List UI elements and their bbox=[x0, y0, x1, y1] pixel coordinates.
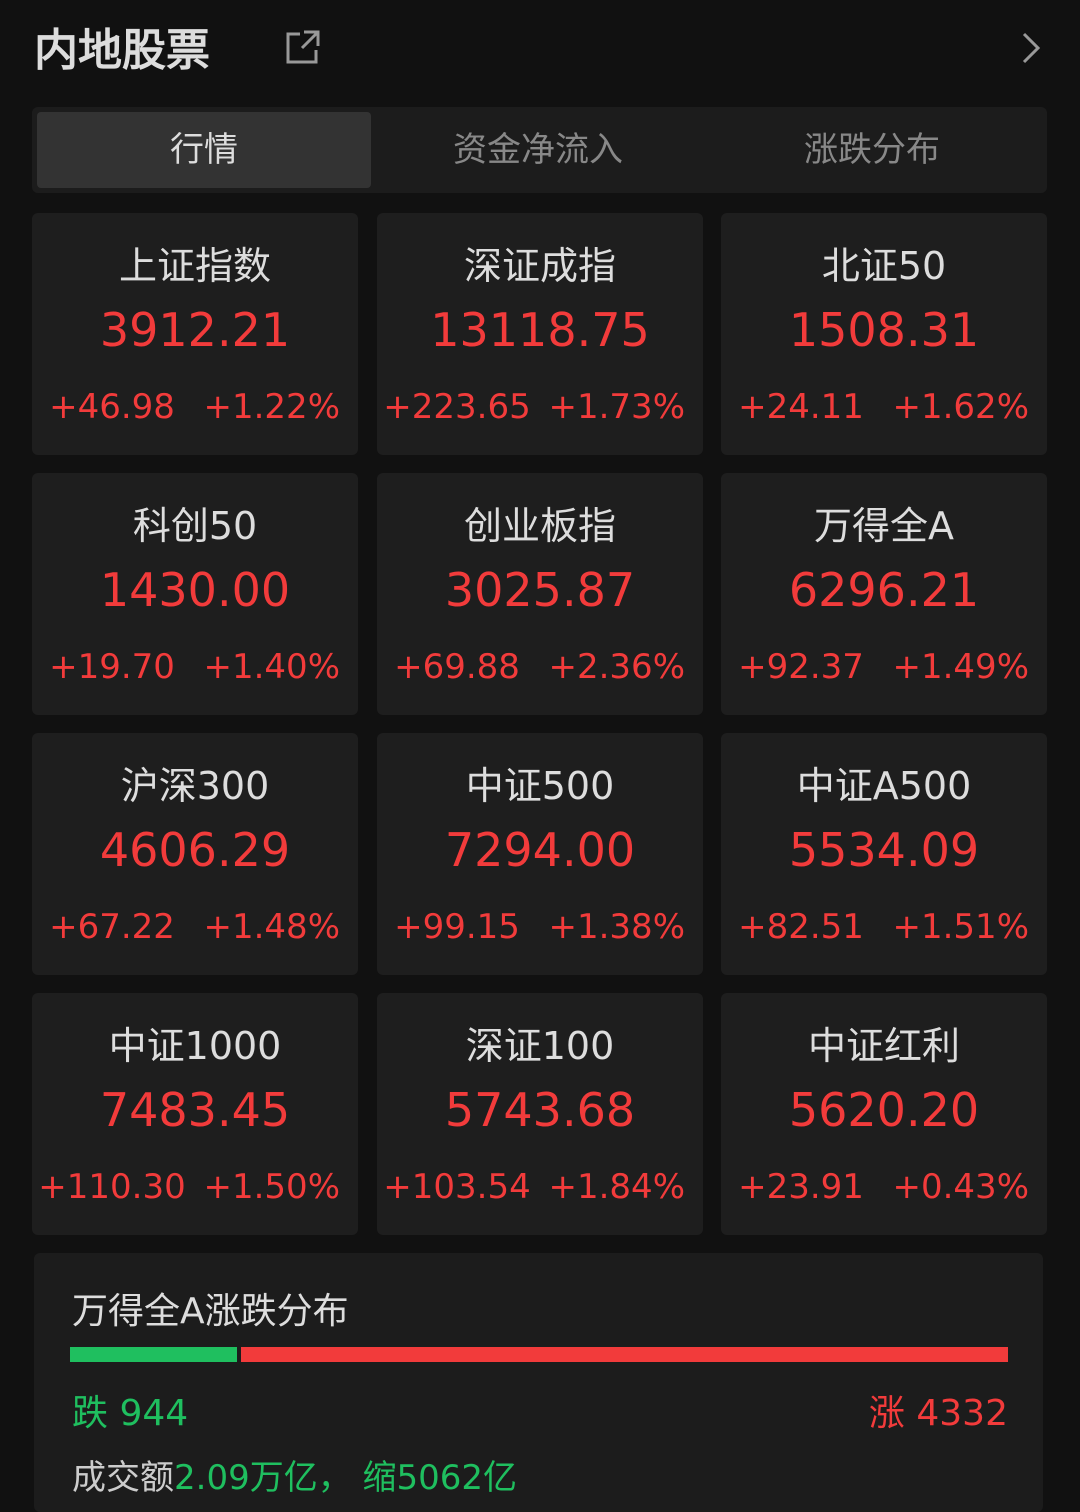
index-name: 中证红利 bbox=[807, 1024, 960, 1068]
index-card[interactable]: 中证500 7294.00 +99.15 +1.38% bbox=[377, 733, 703, 975]
index-name: 上证指数 bbox=[118, 244, 271, 288]
index-pct: +1.48% bbox=[203, 907, 341, 947]
index-change: +19.70 bbox=[49, 647, 175, 687]
index-pct: +1.40% bbox=[203, 647, 341, 687]
header-title: 内地股票 bbox=[34, 25, 210, 76]
index-change: +103.54 bbox=[383, 1167, 531, 1207]
index-change: +92.37 bbox=[738, 647, 864, 687]
index-pct: +1.50% bbox=[203, 1167, 341, 1207]
index-card[interactable]: 科创50 1430.00 +19.70 +1.40% bbox=[32, 473, 358, 715]
index-change: +110.30 bbox=[38, 1167, 186, 1207]
up-bar bbox=[241, 1347, 1008, 1362]
index-value: 3912.21 bbox=[99, 303, 291, 357]
turnover-change: 缩5062亿 bbox=[362, 1458, 518, 1498]
index-card[interactable]: 中证1000 7483.45 +110.30 +1.50% bbox=[32, 993, 358, 1235]
separator: ， bbox=[317, 1458, 352, 1498]
distribution-title: 万得全A涨跌分布 bbox=[72, 1291, 349, 1332]
index-value: 4606.29 bbox=[99, 823, 291, 877]
index-name: 北证50 bbox=[821, 244, 947, 288]
index-name: 沪深300 bbox=[120, 764, 270, 808]
index-value: 5743.68 bbox=[444, 1083, 636, 1137]
index-pct: +1.62% bbox=[892, 387, 1030, 427]
tab[interactable]: 资金净流入 bbox=[453, 130, 623, 170]
index-card[interactable]: 上证指数 3912.21 +46.98 +1.22% bbox=[32, 213, 358, 455]
up-value: 4332 bbox=[916, 1393, 1008, 1434]
index-name: 科创50 bbox=[132, 504, 258, 548]
index-card[interactable]: 中证红利 5620.20 +23.91 +0.43% bbox=[721, 993, 1047, 1235]
index-card[interactable]: 创业板指 3025.87 +69.88 +2.36% bbox=[377, 473, 703, 715]
index-name: 创业板指 bbox=[463, 504, 616, 548]
index-pct: +2.36% bbox=[548, 647, 686, 687]
index-card[interactable]: 万得全A 6296.21 +92.37 +1.49% bbox=[721, 473, 1047, 715]
index-pct: +1.73% bbox=[548, 387, 686, 427]
index-change: +99.15 bbox=[394, 907, 520, 947]
down-count: 跌 944 bbox=[72, 1384, 188, 1436]
up-count: 涨 4332 bbox=[869, 1384, 1008, 1436]
index-change: +67.22 bbox=[49, 907, 175, 947]
down-value: 944 bbox=[119, 1393, 189, 1434]
index-name: 深证成指 bbox=[463, 244, 616, 288]
turnover: 2.09万亿 bbox=[174, 1458, 318, 1498]
index-value: 1430.00 bbox=[99, 563, 291, 617]
index-change: +69.88 bbox=[394, 647, 520, 687]
index-change: +82.51 bbox=[738, 907, 864, 947]
share-icon[interactable] bbox=[284, 28, 322, 66]
distribution-panel bbox=[34, 1253, 1043, 1512]
turnover-row: 成交额2.09万亿， 缩5062亿 bbox=[72, 1450, 517, 1499]
index-value: 3025.87 bbox=[444, 563, 636, 617]
index-value: 13118.75 bbox=[430, 303, 650, 357]
index-card[interactable]: 北证50 1508.31 +24.11 +1.62% bbox=[721, 213, 1047, 455]
index-card[interactable]: 深证100 5743.68 +103.54 +1.84% bbox=[377, 993, 703, 1235]
tab[interactable]: 涨跌分布 bbox=[804, 130, 940, 170]
index-name: 万得全A bbox=[814, 504, 954, 548]
index-value: 7294.00 bbox=[444, 823, 636, 877]
index-name: 中证1000 bbox=[108, 1024, 282, 1068]
index-value: 1508.31 bbox=[788, 303, 980, 357]
index-card[interactable]: 中证A500 5534.09 +82.51 +1.51% bbox=[721, 733, 1047, 975]
index-name: 中证A500 bbox=[796, 764, 972, 808]
index-pct: +1.38% bbox=[548, 907, 686, 947]
index-value: 7483.45 bbox=[99, 1083, 291, 1137]
up-label: 涨 bbox=[868, 1393, 905, 1434]
index-name: 深证100 bbox=[465, 1024, 615, 1068]
index-change: +46.98 bbox=[49, 387, 175, 427]
index-value: 5534.09 bbox=[788, 823, 980, 877]
index-pct: +1.22% bbox=[203, 387, 341, 427]
tab[interactable]: 行情 bbox=[37, 112, 371, 188]
index-pct: +1.51% bbox=[892, 907, 1030, 947]
index-change: +223.65 bbox=[383, 387, 531, 427]
turnover-label: 成交额 bbox=[72, 1458, 174, 1498]
down-label: 跌 bbox=[72, 1393, 109, 1434]
index-pct: +1.49% bbox=[892, 647, 1030, 687]
index-pct: +0.43% bbox=[892, 1167, 1030, 1207]
index-card[interactable]: 深证成指 13118.75 +223.65 +1.73% bbox=[377, 213, 703, 455]
index-pct: +1.84% bbox=[548, 1167, 686, 1207]
down-bar bbox=[70, 1347, 238, 1362]
index-card[interactable]: 沪深300 4606.29 +67.22 +1.48% bbox=[32, 733, 358, 975]
index-change: +24.11 bbox=[738, 387, 864, 427]
index-change: +23.91 bbox=[738, 1167, 864, 1207]
index-name: 中证500 bbox=[465, 764, 615, 808]
chevron[interactable] bbox=[1018, 30, 1046, 66]
index-value: 5620.20 bbox=[788, 1083, 980, 1137]
index-value: 6296.21 bbox=[788, 563, 980, 617]
